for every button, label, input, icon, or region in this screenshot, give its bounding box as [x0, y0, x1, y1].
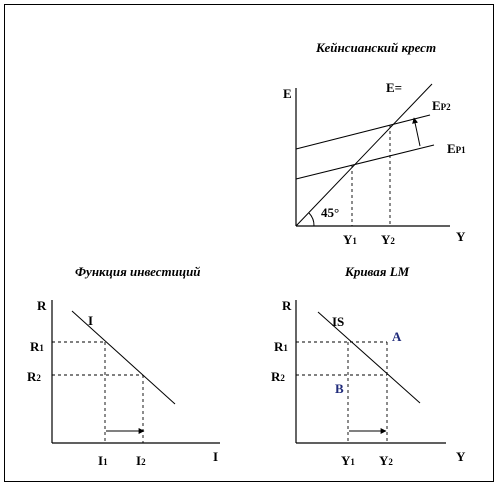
lm-y-axis-label: R — [282, 298, 292, 313]
figure-frame — [4, 4, 494, 482]
kc-ep2-line — [295, 114, 431, 150]
kc-y2-label: Y2 — [381, 232, 395, 247]
lm-point-b: B — [335, 381, 344, 396]
inv-x-axis-label: I — [213, 449, 218, 464]
lm-r2-label: R2 — [271, 369, 285, 384]
inv-curve — [71, 310, 176, 405]
kc-angle-arc — [308, 212, 315, 227]
lm-is-curve — [317, 311, 421, 404]
investment-panel: Функция инвестиций R I I R1 R2 I1 I2 — [27, 264, 220, 468]
lm-panel: Кривая LM R Y IS A B R1 R2 Y1 Y2 — [271, 264, 466, 468]
kc-angle-label: 45° — [321, 205, 339, 220]
lm-is-label: IS — [332, 314, 344, 329]
lm-point-a: A — [392, 329, 402, 344]
kc-ep1-label: EP1 — [447, 141, 466, 156]
kc-x-axis-label: Y — [456, 229, 466, 244]
keynesian-cross-panel: Кейнсианский крест E Y E= EP2 EP1 45° Y1… — [283, 40, 466, 247]
kc-ep1-line — [295, 144, 435, 180]
lm-y2-label: Y2 — [379, 453, 393, 468]
kc-45-line-label: E= — [386, 80, 402, 95]
inv-y-axis-label: R — [37, 298, 47, 313]
inv-r2-label: R2 — [27, 369, 41, 384]
kc-ep2-label: EP2 — [432, 98, 451, 113]
lm-r1-label: R1 — [274, 339, 288, 354]
inv-i1-label: I1 — [98, 453, 108, 468]
keynesian-cross-title: Кейнсианский крест — [315, 40, 436, 55]
kc-45-degree-line — [295, 83, 433, 227]
kc-shift-arrow — [412, 117, 421, 147]
lm-x-axis-label: Y — [456, 449, 466, 464]
inv-curve-label: I — [88, 313, 93, 328]
kc-y-axis-label: E — [283, 86, 292, 101]
lm-y1-label: Y1 — [341, 453, 355, 468]
kc-y1-label: Y1 — [343, 232, 357, 247]
lm-title: Кривая LM — [344, 264, 410, 279]
inv-r1-label: R1 — [30, 339, 44, 354]
investment-title: Функция инвестиций — [75, 264, 201, 279]
inv-i2-label: I2 — [136, 453, 146, 468]
